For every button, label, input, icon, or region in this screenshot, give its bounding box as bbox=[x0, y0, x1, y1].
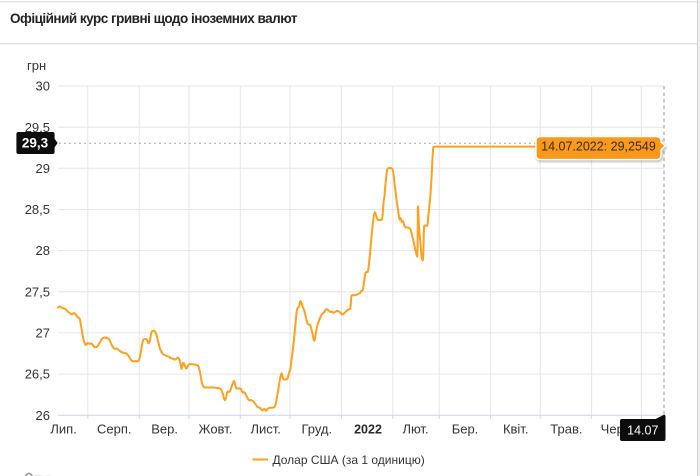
svg-text:26,5: 26,5 bbox=[25, 367, 50, 382]
svg-text:29: 29 bbox=[36, 161, 50, 176]
svg-text:Лип.: Лип. bbox=[50, 422, 76, 437]
svg-text:2022: 2022 bbox=[354, 423, 382, 437]
svg-text:Жовт.: Жовт. bbox=[198, 422, 232, 437]
svg-text:29,5: 29,5 bbox=[25, 120, 50, 135]
svg-text:Бер.: Бер. bbox=[452, 422, 479, 437]
svg-text:14.07.2022: 29,2549: 14.07.2022: 29,2549 bbox=[541, 140, 656, 154]
svg-text:26: 26 bbox=[36, 408, 50, 423]
svg-text:27,5: 27,5 bbox=[25, 284, 50, 299]
svg-text:28: 28 bbox=[36, 243, 50, 258]
svg-text:28,5: 28,5 bbox=[25, 202, 50, 217]
svg-text:Долар США (за 1 одиницю): Долар США (за 1 одиницю) bbox=[273, 453, 425, 467]
svg-text:грн: грн bbox=[27, 58, 46, 73]
svg-text:Груд.: Груд. bbox=[301, 422, 332, 437]
svg-text:27: 27 bbox=[36, 326, 50, 341]
svg-text:Вер.: Вер. bbox=[151, 422, 178, 437]
svg-text:Лют.: Лют. bbox=[402, 422, 428, 437]
svg-text:Трав.: Трав. bbox=[550, 422, 582, 437]
svg-text:29,3: 29,3 bbox=[22, 136, 49, 151]
svg-text:Серп.: Серп. bbox=[97, 422, 132, 437]
svg-text:30: 30 bbox=[36, 79, 50, 94]
svg-text:14.07: 14.07 bbox=[627, 423, 658, 437]
svg-text:Лист.: Лист. bbox=[250, 422, 280, 437]
svg-text:Квіт.: Квіт. bbox=[503, 422, 529, 437]
